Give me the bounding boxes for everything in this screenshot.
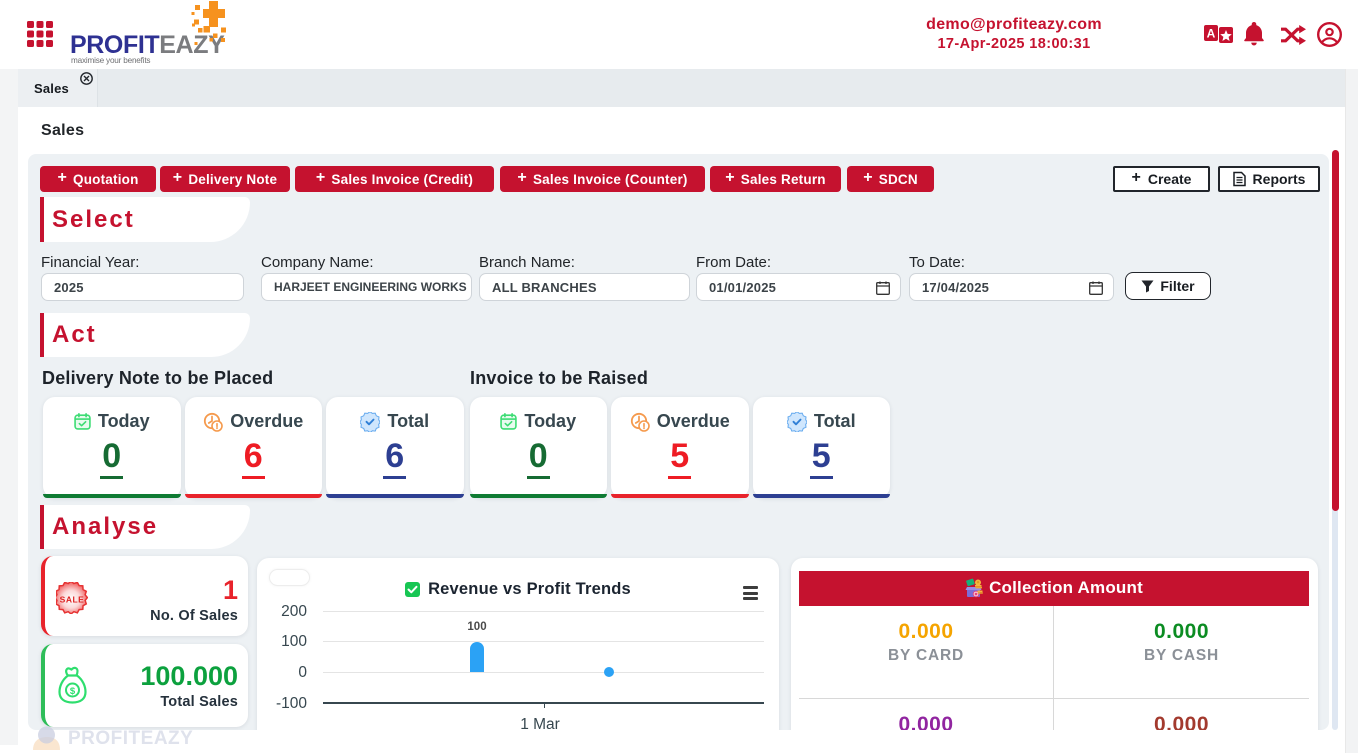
svg-text:A: A (1207, 27, 1216, 41)
svg-text:$: $ (70, 686, 76, 697)
svg-text:SALE: SALE (60, 595, 85, 605)
